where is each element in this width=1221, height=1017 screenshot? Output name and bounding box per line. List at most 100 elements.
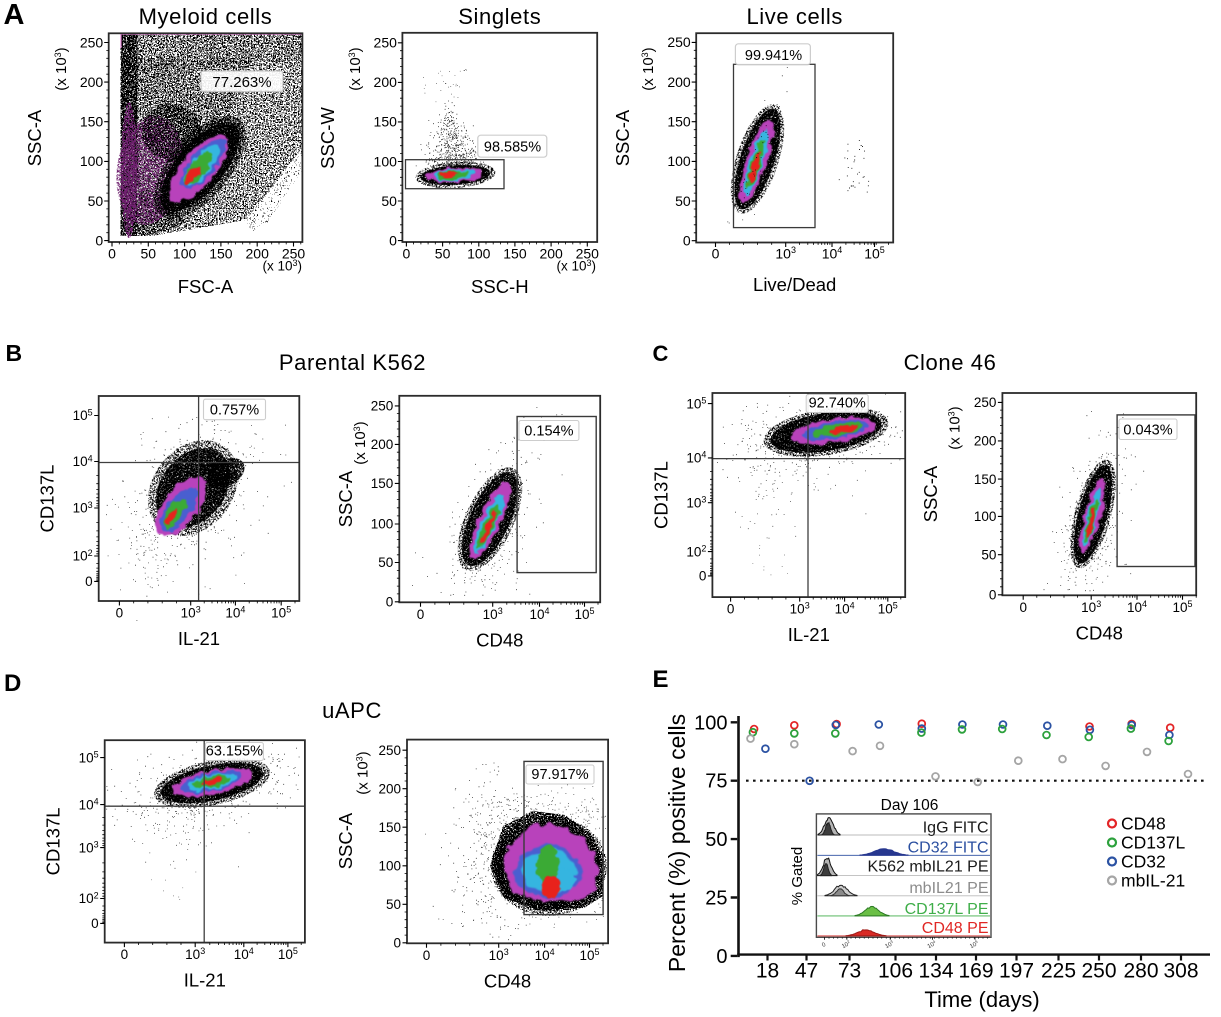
svg-text:100: 100 bbox=[371, 517, 394, 532]
svg-text:103: 103 bbox=[775, 245, 796, 261]
svg-text:103: 103 bbox=[686, 495, 706, 511]
svg-text:Clone 46: Clone 46 bbox=[904, 350, 997, 375]
svg-text:103: 103 bbox=[181, 605, 201, 621]
svg-text:150: 150 bbox=[80, 114, 104, 130]
svg-text:Day 106: Day 106 bbox=[881, 797, 939, 814]
svg-text:150: 150 bbox=[371, 476, 394, 491]
svg-text:105: 105 bbox=[574, 606, 594, 622]
svg-text:(x 103): (x 103) bbox=[640, 47, 657, 90]
svg-text:250: 250 bbox=[371, 399, 394, 414]
svg-text:50: 50 bbox=[88, 193, 104, 209]
svg-text:103: 103 bbox=[489, 947, 509, 963]
svg-text:250: 250 bbox=[80, 34, 104, 50]
svg-text:(x 103): (x 103) bbox=[946, 406, 963, 449]
svg-text:Live cells: Live cells bbox=[746, 4, 842, 29]
svg-text:150: 150 bbox=[974, 472, 997, 487]
svg-text:97.917%: 97.917% bbox=[531, 767, 588, 783]
svg-text:63.155%: 63.155% bbox=[206, 744, 263, 760]
svg-text:(x 103): (x 103) bbox=[262, 258, 302, 274]
svg-text:A: A bbox=[4, 0, 25, 31]
svg-text:98.585%: 98.585% bbox=[484, 140, 541, 156]
svg-text:0.043%: 0.043% bbox=[1123, 423, 1172, 439]
svg-text:Percent (%) positive cells: Percent (%) positive cells bbox=[664, 714, 690, 972]
svg-text:0: 0 bbox=[989, 588, 997, 603]
svg-text:50: 50 bbox=[435, 246, 451, 262]
svg-text:0: 0 bbox=[91, 916, 99, 931]
svg-text:50: 50 bbox=[381, 193, 397, 209]
svg-text:200: 200 bbox=[974, 434, 997, 449]
svg-text:103: 103 bbox=[1081, 599, 1101, 615]
svg-text:200: 200 bbox=[667, 74, 691, 90]
svg-text:100: 100 bbox=[378, 859, 401, 874]
svg-text:CD48: CD48 bbox=[1076, 622, 1123, 643]
svg-text:IL-21: IL-21 bbox=[178, 628, 220, 649]
svg-text:104: 104 bbox=[225, 605, 245, 621]
svg-text:0.757%: 0.757% bbox=[210, 403, 259, 419]
svg-text:150: 150 bbox=[667, 114, 691, 130]
svg-text:105: 105 bbox=[278, 946, 298, 962]
svg-text:0: 0 bbox=[712, 246, 720, 262]
svg-text:0: 0 bbox=[403, 246, 411, 262]
svg-text:SSC-W: SSC-W bbox=[317, 107, 338, 169]
svg-text:B: B bbox=[6, 340, 23, 366]
svg-text:99.941%: 99.941% bbox=[745, 48, 802, 64]
svg-text:73: 73 bbox=[838, 960, 861, 983]
svg-text:103: 103 bbox=[483, 606, 503, 622]
svg-text:18: 18 bbox=[756, 960, 779, 983]
svg-text:Singlets: Singlets bbox=[458, 4, 541, 29]
svg-text:0: 0 bbox=[683, 233, 691, 249]
svg-text:0: 0 bbox=[85, 574, 93, 589]
svg-text:150: 150 bbox=[374, 114, 398, 130]
svg-text:250: 250 bbox=[576, 246, 600, 262]
svg-text:105: 105 bbox=[579, 947, 599, 963]
svg-text:100: 100 bbox=[694, 712, 727, 734]
svg-text:77.263%: 77.263% bbox=[212, 74, 271, 91]
svg-text:104: 104 bbox=[1127, 599, 1147, 615]
svg-text:CD137L: CD137L bbox=[37, 465, 58, 533]
svg-text:102: 102 bbox=[840, 939, 852, 951]
svg-text:250: 250 bbox=[378, 743, 401, 758]
svg-text:200: 200 bbox=[80, 74, 104, 90]
svg-text:Live/Dead: Live/Dead bbox=[753, 274, 836, 295]
svg-text:200: 200 bbox=[374, 74, 398, 90]
svg-text:0.154%: 0.154% bbox=[524, 424, 573, 440]
svg-text:103: 103 bbox=[883, 939, 895, 951]
svg-text:Parental K562: Parental K562 bbox=[279, 350, 426, 375]
svg-text:92.740%: 92.740% bbox=[809, 396, 866, 412]
svg-text:250: 250 bbox=[1081, 960, 1116, 983]
svg-text:200: 200 bbox=[378, 781, 401, 796]
svg-text:250: 250 bbox=[974, 395, 997, 410]
svg-text:0: 0 bbox=[389, 232, 397, 248]
svg-text:Time (days): Time (days) bbox=[924, 987, 1039, 1012]
svg-text:IL-21: IL-21 bbox=[788, 624, 830, 645]
svg-text:CD137L: CD137L bbox=[650, 461, 671, 529]
svg-text:169: 169 bbox=[958, 960, 993, 983]
svg-text:50: 50 bbox=[378, 555, 393, 570]
svg-text:200: 200 bbox=[246, 246, 270, 262]
svg-text:CD48: CD48 bbox=[484, 970, 531, 991]
svg-text:K562 mbIL21 PE: K562 mbIL21 PE bbox=[868, 859, 989, 876]
svg-text:IgG FITC: IgG FITC bbox=[923, 820, 989, 837]
svg-text:103: 103 bbox=[185, 946, 205, 962]
svg-text:50: 50 bbox=[981, 547, 996, 562]
svg-text:0: 0 bbox=[716, 946, 727, 968]
svg-text:25: 25 bbox=[705, 888, 727, 910]
svg-text:CD137L PE: CD137L PE bbox=[905, 901, 989, 918]
svg-text:100: 100 bbox=[467, 246, 491, 262]
svg-text:D: D bbox=[4, 670, 21, 697]
svg-text:(x 103): (x 103) bbox=[347, 47, 364, 90]
svg-text:150: 150 bbox=[378, 820, 401, 835]
svg-text:SSC-A: SSC-A bbox=[612, 109, 633, 166]
svg-text:SSC-A: SSC-A bbox=[335, 812, 356, 869]
svg-text:CD137L: CD137L bbox=[43, 807, 64, 875]
svg-text:100: 100 bbox=[667, 153, 691, 169]
svg-text:mbIL21 PE: mbIL21 PE bbox=[909, 880, 988, 897]
svg-text:50: 50 bbox=[386, 897, 401, 912]
svg-text:250: 250 bbox=[667, 34, 691, 50]
svg-text:0: 0 bbox=[95, 232, 103, 248]
svg-text:(x 103): (x 103) bbox=[352, 421, 369, 464]
svg-text:SSC-H: SSC-H bbox=[471, 276, 529, 297]
svg-text:75: 75 bbox=[705, 771, 727, 793]
svg-text:150: 150 bbox=[209, 246, 233, 262]
svg-text:0: 0 bbox=[121, 947, 129, 962]
